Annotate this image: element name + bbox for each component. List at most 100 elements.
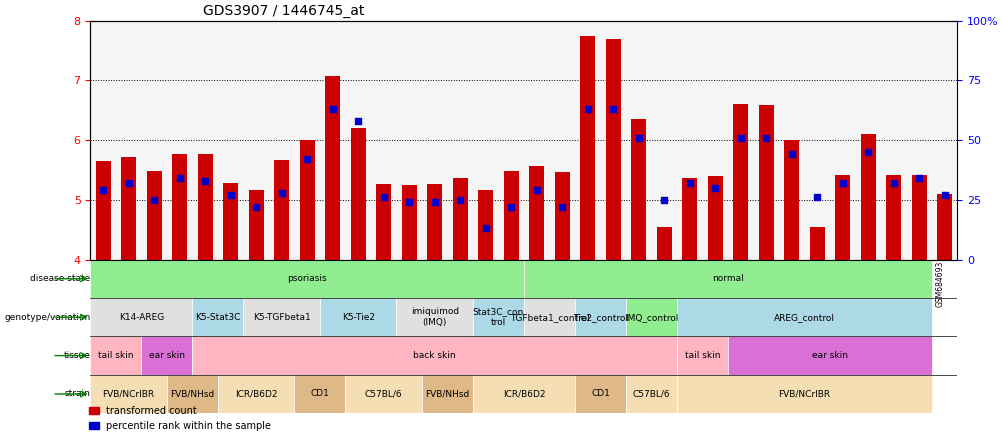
FancyBboxPatch shape xyxy=(473,298,523,337)
Point xyxy=(528,187,544,194)
FancyBboxPatch shape xyxy=(523,260,931,298)
Point xyxy=(146,196,162,203)
Text: tail skin: tail skin xyxy=(684,351,719,360)
Bar xyxy=(300,140,315,260)
FancyBboxPatch shape xyxy=(345,375,422,413)
Bar xyxy=(401,185,417,260)
Bar xyxy=(630,119,645,260)
Text: ear skin: ear skin xyxy=(812,351,847,360)
Bar xyxy=(681,178,696,260)
FancyBboxPatch shape xyxy=(727,337,931,375)
FancyBboxPatch shape xyxy=(320,298,396,337)
Text: CD1: CD1 xyxy=(590,389,609,398)
Text: K5-Stat3C: K5-Stat3C xyxy=(195,313,240,321)
Bar xyxy=(936,194,952,260)
FancyBboxPatch shape xyxy=(574,298,625,337)
Bar xyxy=(376,184,391,260)
FancyBboxPatch shape xyxy=(192,337,676,375)
Point xyxy=(860,148,876,155)
Bar xyxy=(146,170,161,260)
Text: K14-AREG: K14-AREG xyxy=(118,313,164,321)
Point xyxy=(834,179,850,186)
FancyBboxPatch shape xyxy=(90,337,141,375)
Text: ICR/B6D2: ICR/B6D2 xyxy=(234,389,278,398)
FancyBboxPatch shape xyxy=(396,298,473,337)
Point xyxy=(401,198,417,206)
Text: FVB/NHsd: FVB/NHsd xyxy=(170,389,214,398)
Point xyxy=(936,191,952,198)
Point xyxy=(299,156,315,163)
Bar xyxy=(706,176,722,260)
Point xyxy=(95,187,111,194)
Point xyxy=(809,194,825,201)
Text: tissue: tissue xyxy=(63,351,90,360)
Point xyxy=(783,151,799,158)
Bar xyxy=(758,105,774,260)
FancyBboxPatch shape xyxy=(90,260,523,298)
Bar xyxy=(732,104,747,260)
FancyBboxPatch shape xyxy=(625,375,676,413)
Point xyxy=(604,106,620,113)
FancyBboxPatch shape xyxy=(217,375,295,413)
Point xyxy=(477,225,493,232)
Bar xyxy=(860,134,875,260)
Bar xyxy=(197,154,212,260)
FancyBboxPatch shape xyxy=(676,375,931,413)
Bar xyxy=(350,127,366,260)
Bar xyxy=(885,175,901,260)
Point xyxy=(274,189,290,196)
Text: Stat3C_con
trol: Stat3C_con trol xyxy=(472,308,524,327)
Text: K5-Tie2: K5-Tie2 xyxy=(342,313,375,321)
Bar xyxy=(222,183,238,260)
Text: CD1: CD1 xyxy=(311,389,329,398)
Text: tail skin: tail skin xyxy=(98,351,133,360)
Bar xyxy=(95,161,110,260)
Bar xyxy=(172,154,187,260)
Text: Tie2_control: Tie2_control xyxy=(572,313,627,321)
Bar xyxy=(835,175,850,260)
Text: back skin: back skin xyxy=(413,351,456,360)
Point xyxy=(554,203,570,210)
FancyBboxPatch shape xyxy=(295,375,345,413)
Point xyxy=(197,177,213,184)
Legend: transformed count, percentile rank within the sample: transformed count, percentile rank withi… xyxy=(85,402,276,435)
Bar xyxy=(656,227,671,260)
Point xyxy=(758,134,774,141)
Point xyxy=(630,134,646,141)
Bar xyxy=(911,175,926,260)
Bar xyxy=(784,140,799,260)
Bar xyxy=(554,172,569,260)
FancyBboxPatch shape xyxy=(676,337,727,375)
FancyBboxPatch shape xyxy=(141,337,192,375)
FancyBboxPatch shape xyxy=(625,298,676,337)
FancyBboxPatch shape xyxy=(574,375,625,413)
Bar xyxy=(427,184,442,260)
Bar xyxy=(809,227,824,260)
FancyBboxPatch shape xyxy=(90,298,192,337)
Point xyxy=(376,194,392,201)
Point xyxy=(706,184,722,191)
Text: genotype/variation: genotype/variation xyxy=(4,313,90,321)
Point xyxy=(222,191,238,198)
Point xyxy=(426,198,442,206)
Point xyxy=(579,106,595,113)
Point xyxy=(681,179,697,186)
Bar xyxy=(605,39,620,260)
Bar xyxy=(579,36,595,260)
Text: psoriasis: psoriasis xyxy=(288,274,327,283)
Text: FVB/NCrIBR: FVB/NCrIBR xyxy=(778,389,830,398)
Bar xyxy=(452,178,467,260)
Point xyxy=(732,134,748,141)
Point xyxy=(171,175,187,182)
Point xyxy=(120,179,136,186)
FancyBboxPatch shape xyxy=(676,298,931,337)
FancyBboxPatch shape xyxy=(90,375,166,413)
FancyBboxPatch shape xyxy=(523,298,574,337)
Text: TGFbeta1_control: TGFbeta1_control xyxy=(509,313,589,321)
Text: strain: strain xyxy=(64,389,90,398)
Text: AREG_control: AREG_control xyxy=(774,313,834,321)
Point xyxy=(247,203,264,210)
Text: normal: normal xyxy=(711,274,743,283)
Bar xyxy=(503,171,518,260)
Text: GDS3907 / 1446745_at: GDS3907 / 1446745_at xyxy=(203,4,364,18)
